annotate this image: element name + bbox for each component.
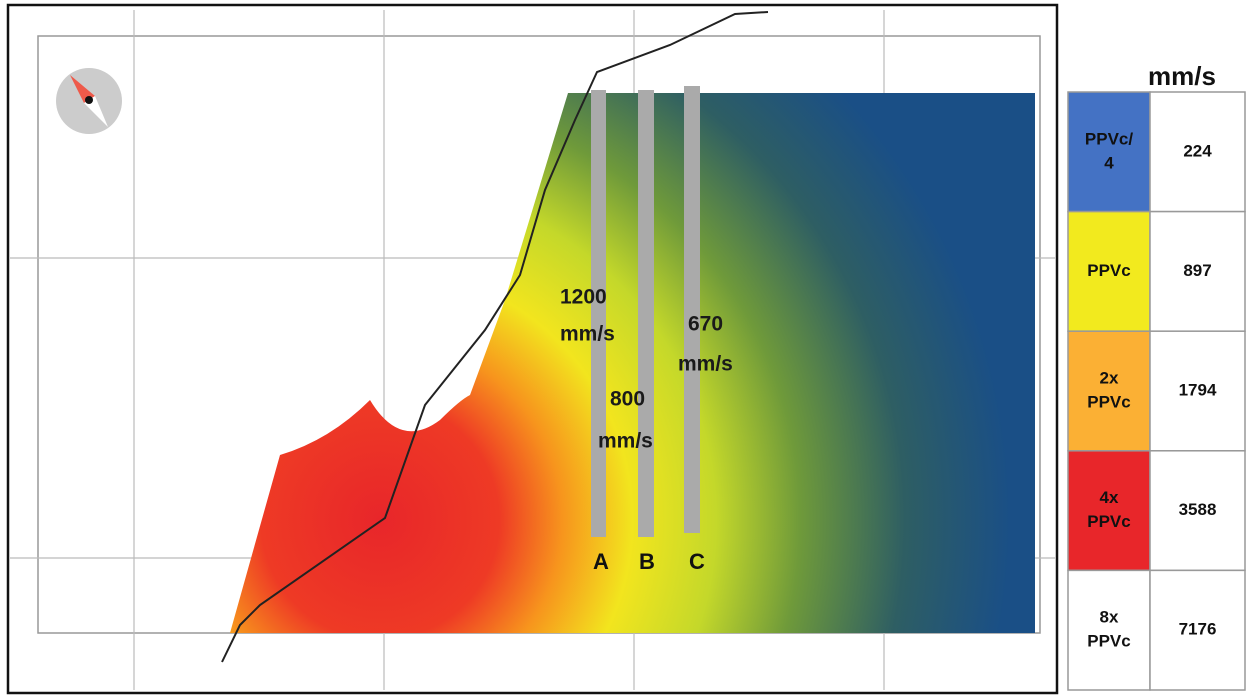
value-label: 1200 [560, 286, 607, 309]
ppv-field [230, 93, 1035, 633]
legend-label: 4 [1104, 153, 1114, 172]
legend-label: 2x [1100, 368, 1119, 387]
legend-swatch [1067, 330, 1151, 452]
value-label: 800 [610, 388, 645, 411]
legend-label: 4x [1100, 488, 1119, 507]
legend-cell [1149, 330, 1246, 452]
legend-value: 7176 [1179, 620, 1217, 639]
legend-cell [1149, 569, 1246, 691]
value-label: 670 [688, 313, 723, 336]
legend-label: PPVc/ [1085, 129, 1133, 148]
value-label: mm/s [560, 323, 615, 346]
legend-unit: mm/s [1148, 61, 1216, 91]
legend: mm/s PPVc/4 224 PPVc 897 2x PPVc 1794 4x PPVc 358… [1067, 61, 1246, 691]
legend-swatch [1067, 450, 1151, 572]
compass-needle [70, 75, 95, 103]
compass-center [85, 96, 93, 104]
legend-label: PPVc [1087, 632, 1130, 651]
compass [56, 68, 122, 134]
legend-swatch [1067, 569, 1151, 691]
value-label: mm/s [598, 430, 653, 453]
legend-label: PPVc [1087, 392, 1130, 411]
legend-value: 897 [1183, 261, 1211, 280]
borehole [591, 90, 606, 537]
borehole [638, 90, 654, 537]
legend-value: 3588 [1179, 500, 1217, 519]
map-labels: 1200 mm/s 800 mm/s 670 mm/s A B C [560, 286, 733, 574]
legend-label: PPVc [1087, 261, 1130, 280]
slope-profile [221, 11, 769, 663]
legend-cell [1149, 91, 1246, 213]
legend-value: 224 [1183, 141, 1212, 160]
borehole-label: C [689, 549, 705, 574]
borehole-label: B [639, 549, 655, 574]
borehole [684, 86, 700, 533]
legend-label: 8x [1100, 608, 1119, 627]
legend-swatch [1067, 91, 1151, 213]
legend-label: PPVc [1087, 512, 1130, 531]
legend-value: 1794 [1179, 380, 1217, 399]
legend-cell [1149, 450, 1246, 572]
legend-swatch [1067, 210, 1151, 332]
boreholes [591, 86, 700, 537]
borehole-label: A [593, 549, 609, 574]
value-label: mm/s [678, 353, 733, 376]
